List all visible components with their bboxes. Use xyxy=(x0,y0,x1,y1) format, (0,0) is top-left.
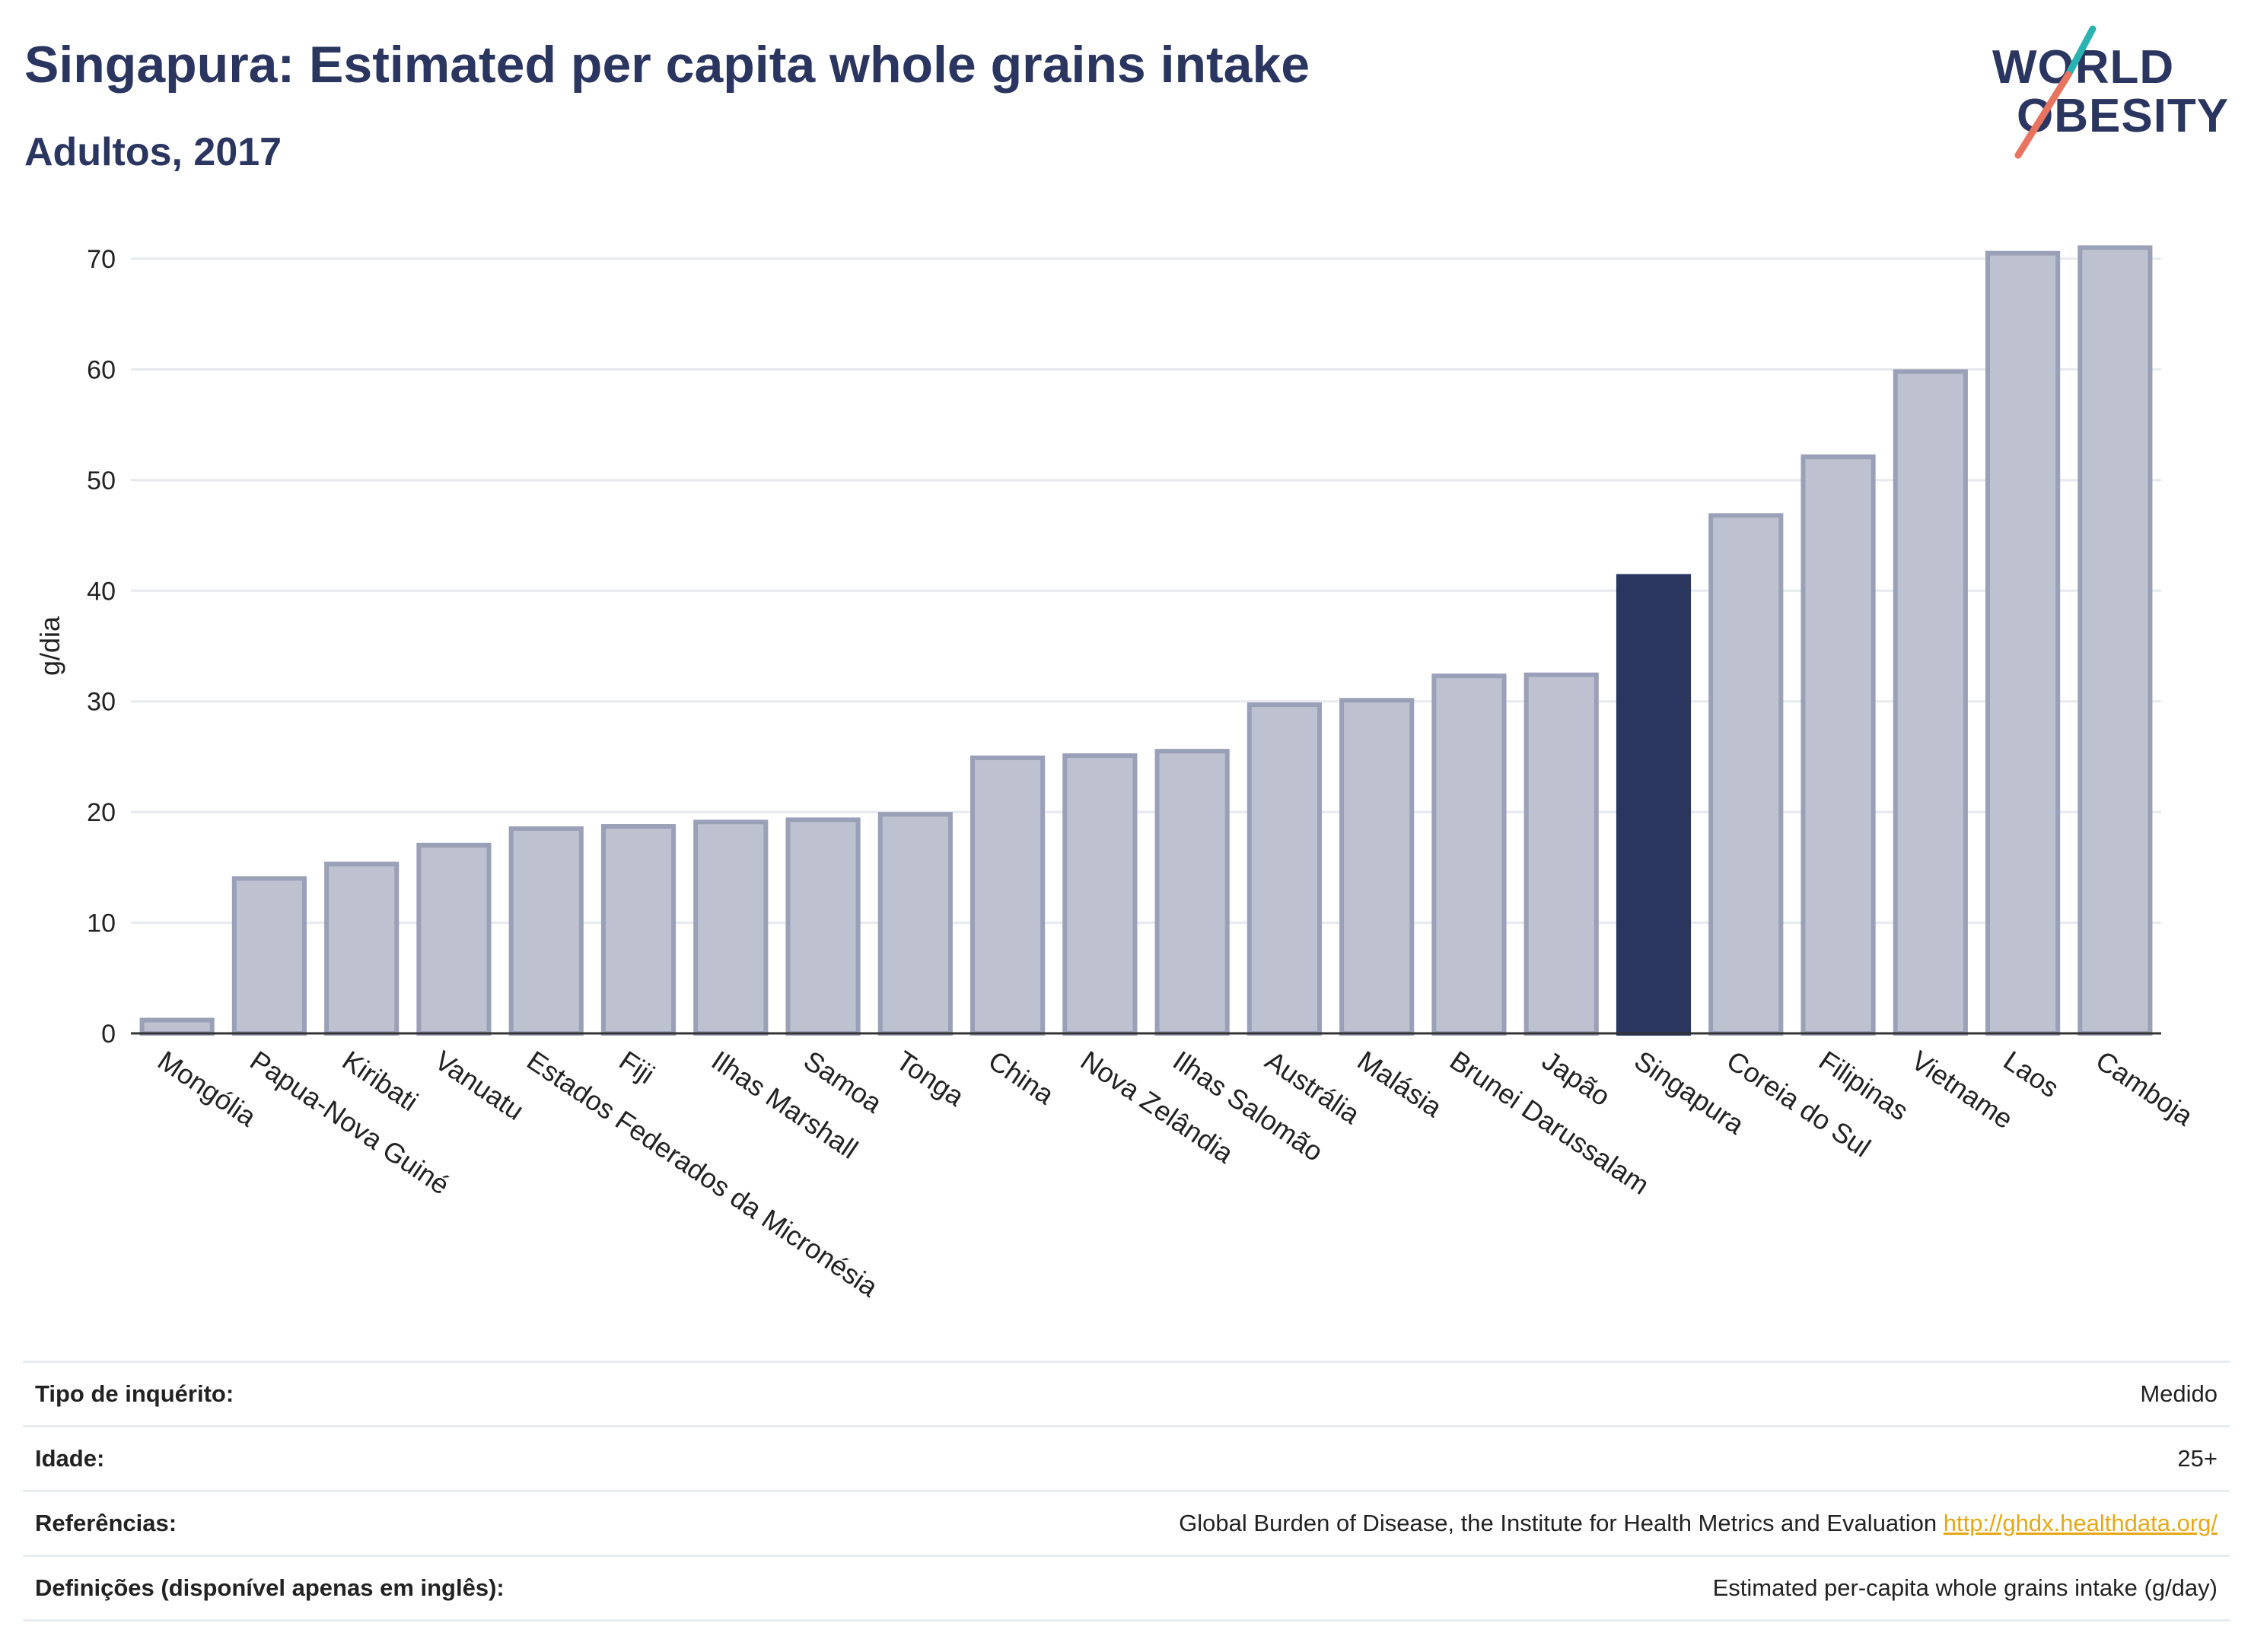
bar xyxy=(1893,369,1968,1036)
x-tick-label: Tonga xyxy=(890,1045,970,1112)
bar-highlighted xyxy=(1616,574,1692,1036)
bar xyxy=(508,826,584,1036)
bar xyxy=(2077,245,2153,1036)
bar xyxy=(1154,749,1230,1036)
info-value: 25+ xyxy=(2177,1445,2218,1472)
info-label: Tipo de inquérito: xyxy=(35,1380,234,1407)
bar xyxy=(1800,454,1876,1036)
bar xyxy=(231,876,307,1036)
logo-slash-icon xyxy=(2014,25,2097,159)
bar xyxy=(693,820,769,1036)
bar xyxy=(970,755,1046,1036)
info-table: Tipo de inquérito: Medido Idade: 25+ Ref… xyxy=(23,1361,2230,1622)
x-tick-label: Japão xyxy=(1536,1045,1616,1112)
bar xyxy=(416,842,492,1036)
chart-title: Singapura: Estimated per capita whole gr… xyxy=(24,36,1310,94)
bar xyxy=(1523,672,1599,1036)
x-tick-label: Mongólia xyxy=(152,1045,263,1133)
info-value: Estimated per-capita whole grains intake… xyxy=(1712,1574,2218,1601)
x-tick-label: Vanuatu xyxy=(429,1045,530,1126)
y-tick-label: 60 xyxy=(87,355,116,384)
bar xyxy=(600,824,677,1036)
info-value-references: Global Burden of Disease, the Institute … xyxy=(1179,1510,2218,1537)
info-value: Medido xyxy=(2140,1380,2218,1407)
bar xyxy=(1339,698,1415,1036)
y-axis-label: g/dia xyxy=(34,616,65,676)
bar xyxy=(1708,513,1784,1036)
bar xyxy=(1062,753,1138,1036)
x-tick-label: China xyxy=(983,1045,1061,1111)
reference-link[interactable]: http://ghdx.healthdata.org/ xyxy=(1943,1510,2218,1536)
info-label: Idade: xyxy=(35,1445,105,1472)
x-tick-label: Fiji xyxy=(614,1045,661,1090)
x-tick-label: Nova Zelândia xyxy=(1075,1045,1240,1170)
reference-text: Global Burden of Disease, the Institute … xyxy=(1179,1510,1937,1536)
info-label: Referências: xyxy=(35,1510,177,1536)
y-tick-label: 10 xyxy=(87,909,116,938)
bar xyxy=(1985,250,2061,1036)
bar xyxy=(785,817,861,1036)
chart-subtitle: Adultos, 2017 xyxy=(24,130,282,174)
y-tick-label: 40 xyxy=(87,577,116,606)
x-tick-label: Laos xyxy=(1998,1045,2065,1104)
bar xyxy=(324,861,400,1036)
bar xyxy=(877,812,953,1036)
info-row-survey-type: Tipo de inquérito: Medido xyxy=(23,1361,2230,1425)
x-tick-label: Vietname xyxy=(1906,1045,2018,1135)
bar xyxy=(1246,702,1322,1036)
bar xyxy=(139,1017,215,1036)
y-tick-label: 70 xyxy=(87,245,116,274)
x-tick-label: Camboja xyxy=(2090,1045,2199,1132)
x-tick-label: Malásia xyxy=(1352,1045,1449,1124)
info-row-definitions: Definições (disponível apenas em inglês)… xyxy=(23,1555,2230,1622)
y-tick-label: 20 xyxy=(87,798,116,827)
y-tick-label: 50 xyxy=(87,466,116,495)
bar xyxy=(1431,673,1507,1036)
info-row-age: Idade: 25+ xyxy=(23,1425,2230,1490)
world-obesity-logo: WORLD OBESITY xyxy=(1971,23,2245,160)
y-tick-label: 0 xyxy=(101,1020,116,1049)
info-label: Definições (disponível apenas em inglês)… xyxy=(35,1574,505,1601)
y-tick-label: 30 xyxy=(87,688,116,717)
info-row-references: Referências: Global Burden of Disease, t… xyxy=(23,1490,2230,1555)
